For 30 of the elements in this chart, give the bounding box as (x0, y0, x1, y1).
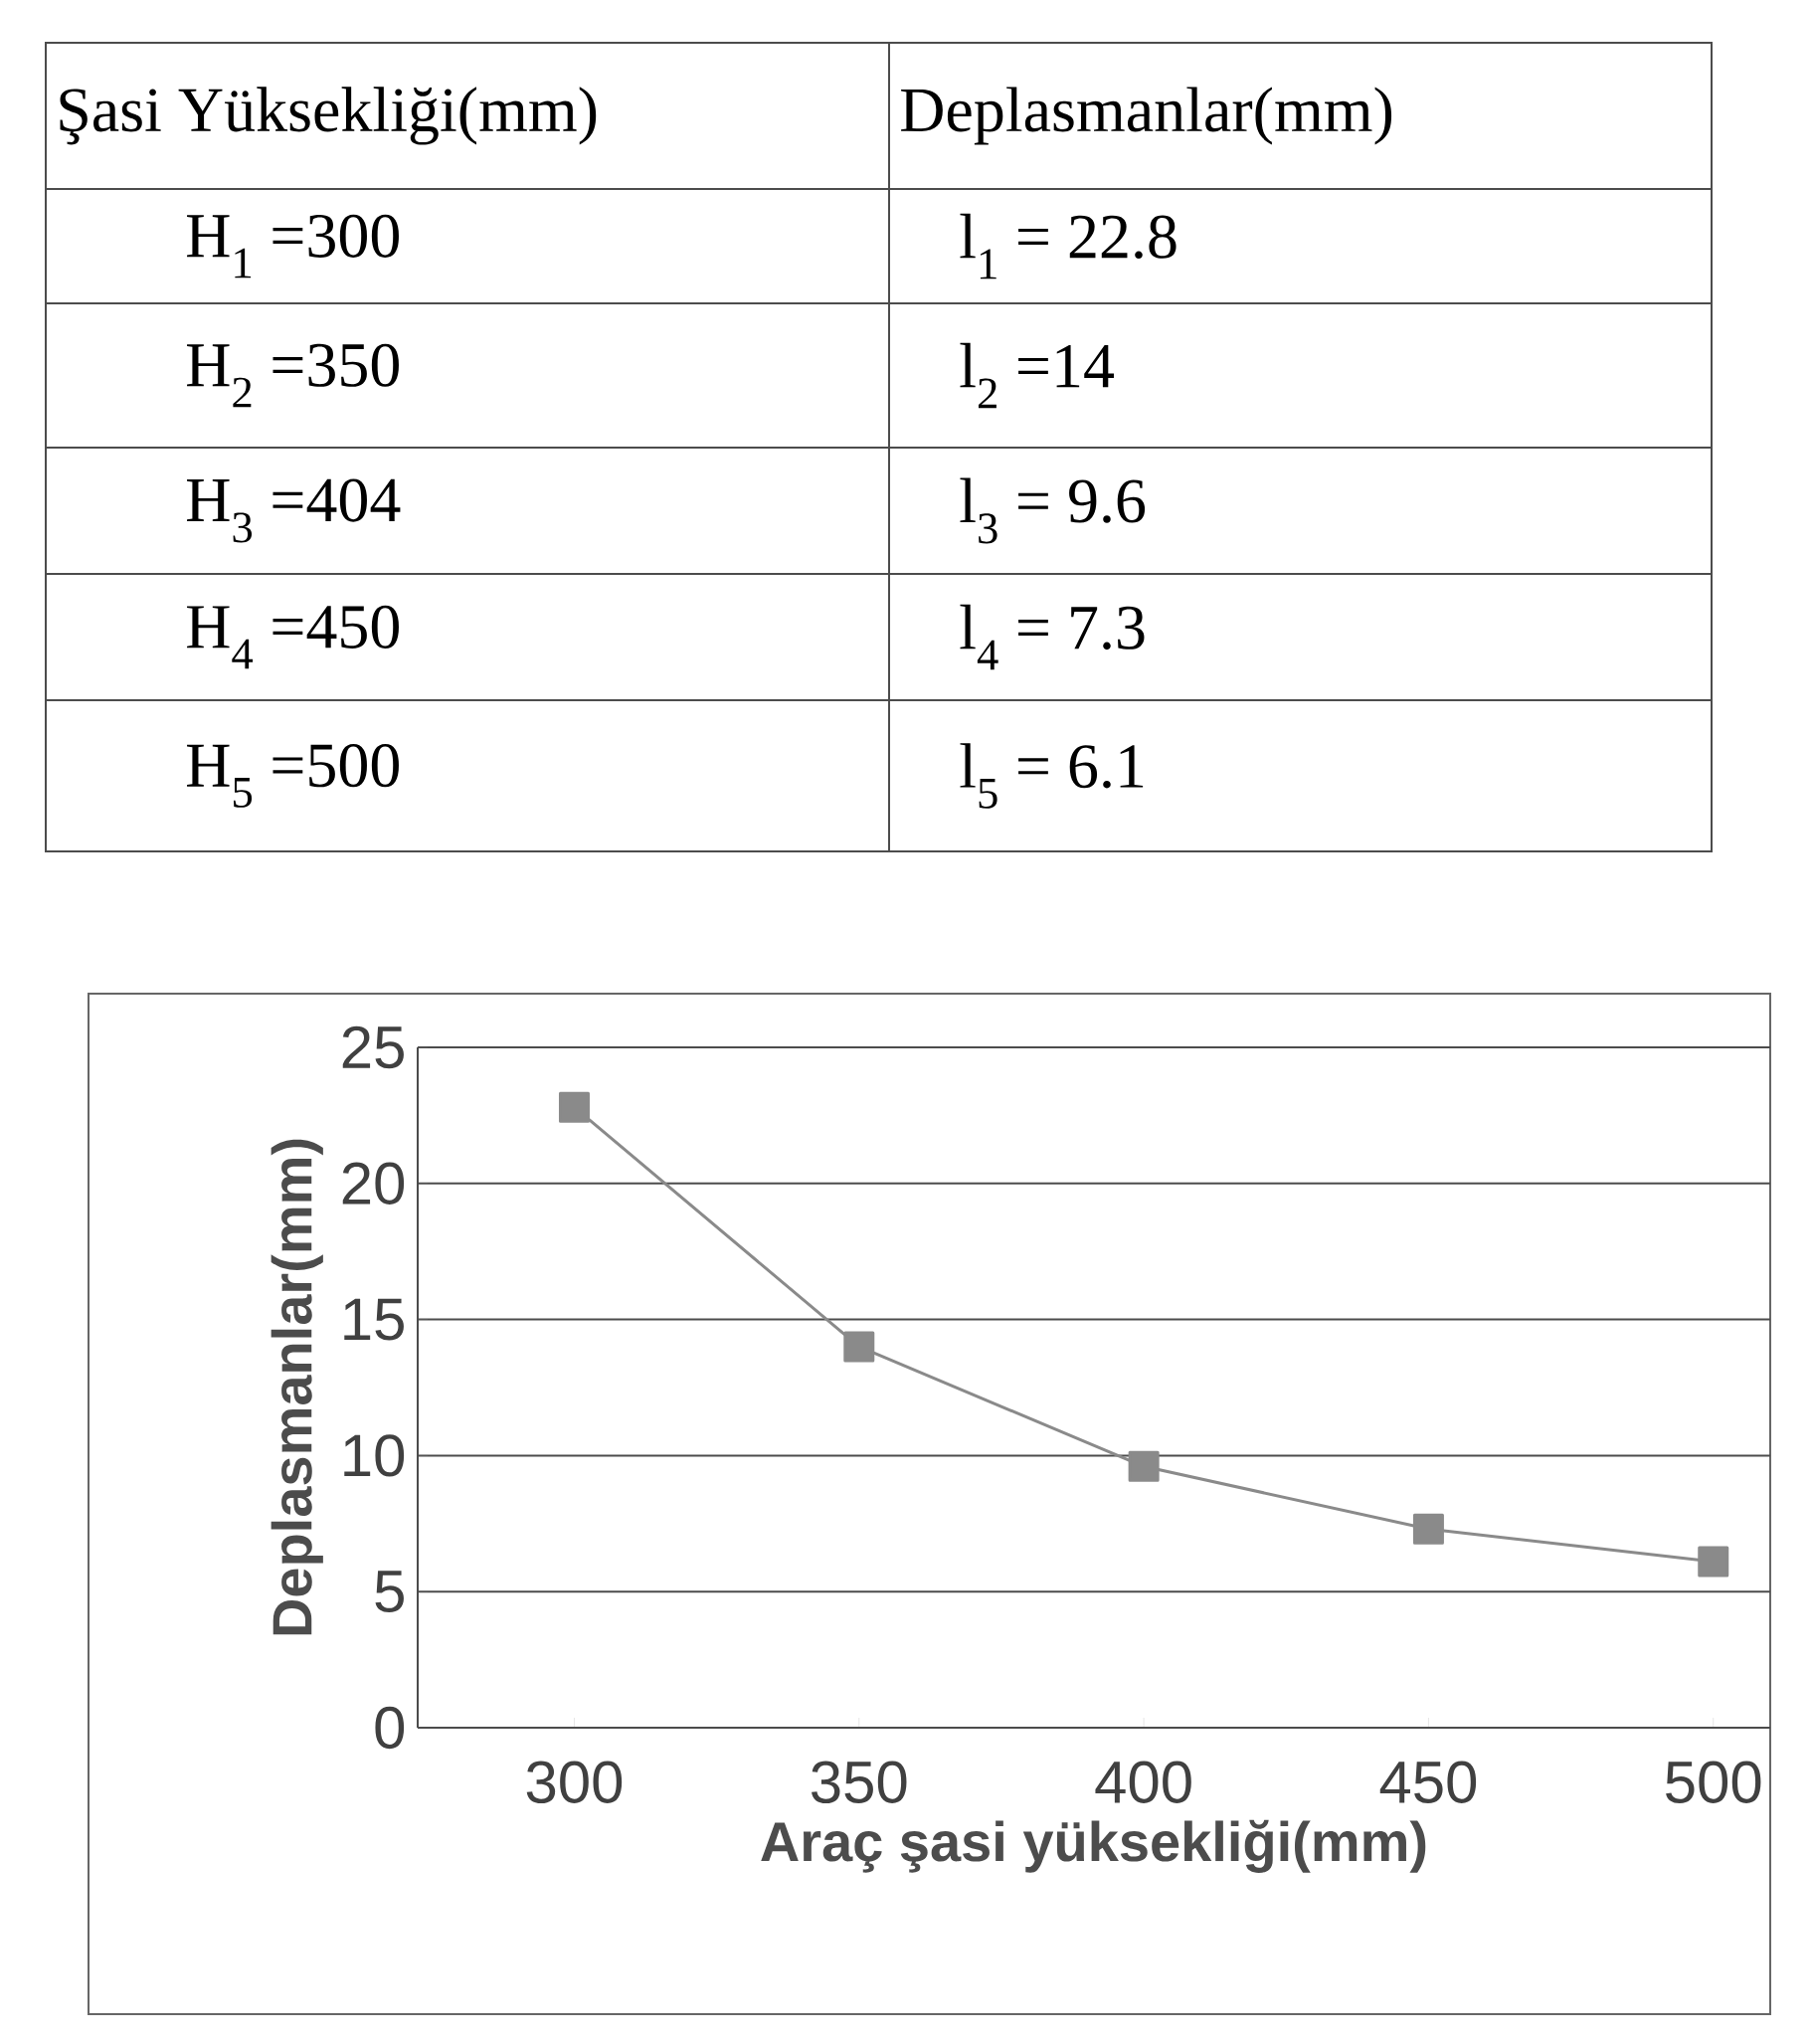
x-tick-label: 450 (1379, 1761, 1477, 1803)
y-tick-label: 10 (344, 1434, 405, 1477)
x-tick-label: 500 (1666, 1761, 1761, 1803)
y-tick-label: 5 (375, 1571, 404, 1613)
text: l$_{2}$ =14 (960, 342, 1114, 409)
y-tick-label: 25 (342, 1025, 404, 1069)
y-tick-label: 15 (344, 1298, 404, 1341)
y-tick-label: 0 (375, 1706, 405, 1750)
text: H$_{1}$ =300 (187, 214, 399, 279)
point (1128, 1450, 1160, 1482)
point (558, 1091, 590, 1123)
text: H$_{5}$ =500 (187, 744, 399, 808)
point (843, 1331, 875, 1363)
y-tick-label: 20 (342, 1162, 405, 1206)
x-tick-label: 300 (526, 1761, 623, 1803)
text: Şasi Yüksekliği(mm) (60, 87, 597, 145)
y-axis-title: Deplasmanlar(mm) (271, 1139, 323, 1635)
text: H$_{3}$ =404 (187, 478, 401, 543)
text: l$_{4}$ = 7.3 (960, 604, 1145, 670)
text: H$_{4}$ =450 (187, 605, 399, 669)
x-tick-label: 400 (1095, 1761, 1191, 1803)
point (1698, 1546, 1729, 1578)
x-axis-title: Araç şasi yüksekliği(mm) (761, 1819, 1426, 1873)
text: l$_{1}$ = 22.8 (960, 213, 1177, 279)
point (1412, 1513, 1444, 1545)
text: l$_{5}$ = 6.1 (960, 743, 1144, 809)
x-tick-label: 350 (812, 1761, 907, 1803)
text: l$_{3}$ = 9.6 (960, 477, 1146, 544)
text: H$_{2}$ =350 (187, 343, 399, 408)
text: Deplasmanlar(mm) (901, 87, 1392, 145)
